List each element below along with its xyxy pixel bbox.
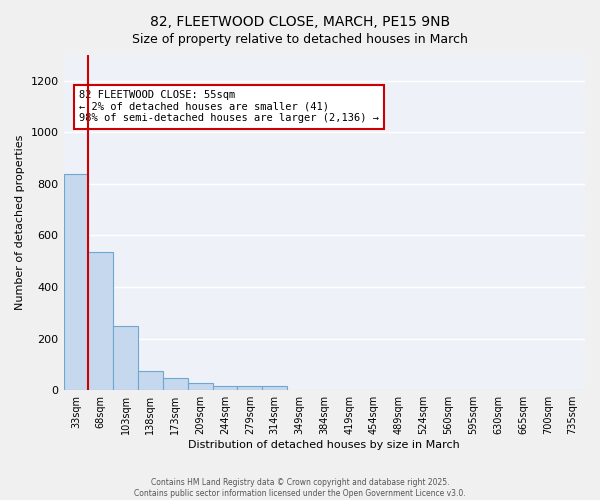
Bar [212,386,238,390]
Text: 82, FLEETWOOD CLOSE, MARCH, PE15 9NB: 82, FLEETWOOD CLOSE, MARCH, PE15 9NB [150,15,450,29]
Text: 82 FLEETWOOD CLOSE: 55sqm
← 2% of detached houses are smaller (41)
98% of semi-d: 82 FLEETWOOD CLOSE: 55sqm ← 2% of detach… [79,90,379,124]
Text: Contains HM Land Registry data © Crown copyright and database right 2025.
Contai: Contains HM Land Registry data © Crown c… [134,478,466,498]
Bar [138,371,163,390]
Y-axis label: Number of detached properties: Number of detached properties [15,135,25,310]
Text: Size of property relative to detached houses in March: Size of property relative to detached ho… [132,32,468,46]
Bar [113,326,138,390]
Bar [238,386,262,390]
Bar [88,252,113,390]
Bar [163,378,188,390]
Bar [188,383,212,390]
Bar [64,174,88,390]
Bar [262,386,287,390]
X-axis label: Distribution of detached houses by size in March: Distribution of detached houses by size … [188,440,460,450]
